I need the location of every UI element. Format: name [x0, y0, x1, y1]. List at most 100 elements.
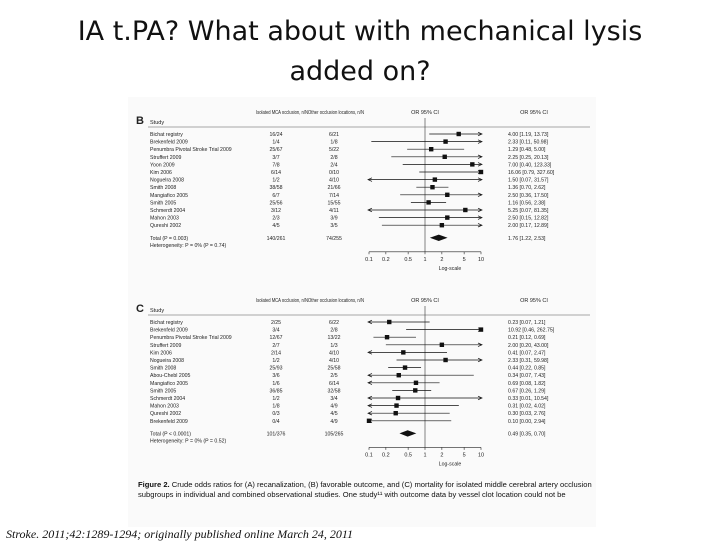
panel-b-row-group1: 16/24	[270, 132, 283, 138]
panel-b-header-plot: OR 95% CI	[411, 110, 439, 116]
panel-c-row-group2: 4/10	[329, 358, 339, 364]
panel-c-row-estimate-text: 0.44 [0.22, 0.85]	[508, 366, 546, 372]
panel-c-header-plot: OR 95% CI	[411, 298, 439, 304]
panel-b-row-estimate-text: 1.16 [0.56, 2.38]	[508, 200, 546, 206]
panel-b-row-study: Struffert 2009	[150, 155, 181, 161]
panel-c-row-group1: 25/93	[270, 366, 283, 372]
panel-b-letter: B	[136, 115, 144, 127]
panel-c-x-tick-label: 0.2	[382, 452, 390, 458]
panel-c-row-group1: 3/4	[272, 328, 279, 334]
figure-caption-label: Figure 2.	[138, 480, 170, 489]
panel-c-row-ci-arrow	[367, 411, 373, 416]
panel-b-row-study: Penumbra Pivotal Stroke Trial 2009	[150, 147, 232, 153]
panel-b-row-ci-arrow	[477, 215, 483, 220]
panel-b-x-tick-label: 5	[463, 257, 466, 263]
panel-b-x-tick-label: 10	[478, 257, 484, 263]
panel-c-row-group2: 4/9	[330, 404, 337, 410]
panel-c-row-group1: 0/3	[272, 411, 279, 417]
panel-b-total-diamond	[429, 234, 448, 241]
panel-c-row-estimate-marker	[401, 350, 406, 355]
panel-b-row-group2: 3/9	[330, 216, 337, 222]
panel-c-row-estimate-marker	[387, 319, 392, 325]
panel-c-row-group1: 2/14	[271, 350, 281, 356]
panel-b-row-ci-arrow	[477, 131, 483, 137]
panel-c-row-group2: 13/22	[328, 335, 341, 341]
panel-c-row-group2: 1/3	[330, 343, 337, 349]
panel-b-row-estimate-marker	[442, 154, 447, 159]
panel-c-row-study: Smith 2005	[150, 388, 176, 394]
forest-plot-figure: B Study Isolated MCA occlusion, n/N Other o…	[128, 97, 596, 527]
panel-b-row-estimate-text: 2.25 [0.25, 20.13]	[508, 155, 549, 161]
slide-title-line-1: IA t.PA? What about with mechanical lysi…	[77, 16, 643, 47]
panel-c-row-group2: 2/5	[330, 373, 337, 379]
panel-b-x-axis-label: Log-scale	[439, 266, 462, 272]
panel-c-row-ci-arrow	[367, 350, 373, 355]
panel-b-row-ci-arrow	[477, 177, 483, 182]
panel-c-x-tick-label: 5	[463, 452, 466, 458]
panel-b-row-group2: 0/10	[329, 170, 339, 176]
panel-c-total-estimate-text: 0.49 [0.35, 0.70]	[508, 431, 546, 437]
panel-c-row-estimate-marker	[413, 380, 419, 385]
panel-b-row-study: Yoon 2009	[150, 162, 175, 168]
panel-c-row-estimate-text: 0.23 [0.07, 1.21]	[508, 320, 546, 326]
panel-c-row-group1: 0/4	[272, 419, 279, 425]
panel-b-header-group1: Isolated MCA occlusion, n/N	[256, 110, 308, 116]
panel-b-row-group2: 3/5	[330, 223, 337, 229]
panel-c-row-estimate-text: 0.67 [0.26, 1.29]	[508, 388, 546, 394]
panel-c-total-group2: 105/265	[325, 431, 344, 437]
panel-c-heterogeneity: Heterogeneity: P = 0% (P = 0.52)	[150, 438, 226, 444]
panel-c-row-group2: 25/58	[328, 366, 341, 372]
panel-b-total-estimate-text: 1.76 [1.22, 2.53]	[508, 236, 546, 242]
panel-c-row-estimate-marker	[366, 418, 372, 423]
panel-b-row-group2: 4/10	[329, 178, 339, 184]
panel-b-row-group2: 5/22	[329, 147, 339, 153]
panel-c-row-group1: 1/8	[272, 404, 279, 410]
slide-title-line-2: added on?	[289, 56, 431, 87]
panel-c-row-estimate-marker	[413, 388, 418, 393]
panel-b-x-tick-label: 0.5	[404, 257, 412, 263]
panel-c-x-tick-label: 2	[440, 452, 443, 458]
panel-b-row-estimate-text: 4.00 [1.19, 13.73]	[508, 132, 549, 138]
panel-c-row-group1: 3/6	[272, 373, 279, 379]
panel-b-total-group1: 140/261	[267, 236, 286, 242]
panel-c-row-estimate-text: 0.10 [0.00, 2.94]	[508, 419, 546, 425]
panel-b-row-estimate-text: 1.36 [0.70, 2.62]	[508, 185, 546, 191]
panel-b-row-study: Mangiafico 2005	[150, 193, 188, 199]
panel-b-row-estimate-text: 1.50 [0.07, 31.57]	[508, 178, 549, 184]
panel-c-row-study: Brekenfeld 2009	[150, 328, 188, 334]
panel-b-row-group1: 6/7	[272, 193, 279, 199]
panel-c-row-estimate-marker	[394, 403, 399, 408]
panel-b-row-study: Kim 2006	[150, 170, 172, 176]
panel-b-row-group1: 6/14	[271, 170, 281, 176]
panel-c-row-group2: 3/4	[330, 396, 337, 402]
panel-b-row-group1: 7/8	[272, 162, 279, 168]
panel-c-row-group2: 4/10	[329, 350, 339, 356]
panel-b-x-tick-label: 0.1	[365, 257, 373, 263]
panel-c-row-study: Mangiafico 2005	[150, 381, 188, 387]
panel-b-x-tick-label: 0.2	[382, 257, 390, 263]
panel-b-row-ci-arrow	[477, 162, 483, 167]
panel-b-row-estimate-marker	[432, 177, 438, 182]
panel-c-row-group2: 4/5	[330, 411, 337, 417]
panel-b-row-ci-arrow	[477, 223, 483, 228]
panel-c-x-axis-label: Log-scale	[439, 461, 462, 467]
panel-b-total-label: Total (P = 0.003)	[150, 236, 188, 242]
panel-c-total-label: Total (P < 0.0001)	[150, 431, 191, 437]
slide-title: IA t.PA? What about with mechanical lysi…	[0, 12, 720, 92]
panel-c-row-estimate-text: 0.33 [0.01, 10.54]	[508, 396, 549, 402]
panel-b-row-group1: 25/56	[270, 200, 283, 206]
panel-b-row-estimate-text: 1.29 [0.48, 5.00]	[508, 147, 546, 153]
panel-b-row-group2: 2/8	[330, 155, 337, 161]
panel-c-row-group2: 4/9	[330, 419, 337, 425]
panel-c-row-group1: 1/6	[272, 381, 279, 387]
panel-c-row-study: Schmerdt 2004	[150, 396, 185, 402]
panel-b-row-study: Mahon 2003	[150, 216, 179, 222]
panel-c-row-group1: 2/25	[271, 320, 281, 326]
panel-c-row-estimate-text: 0.69 [0.08, 1.82]	[508, 381, 546, 387]
panel-b-row-estimate-marker	[443, 139, 448, 144]
panel-c-row-ci-arrow	[367, 380, 373, 385]
panel-b-x-tick-label: 2	[440, 257, 443, 263]
panel-b-header-study: Study	[150, 120, 164, 126]
panel-b-row-group1: 3/12	[271, 208, 281, 214]
panel-c-row-estimate-marker	[384, 335, 390, 340]
